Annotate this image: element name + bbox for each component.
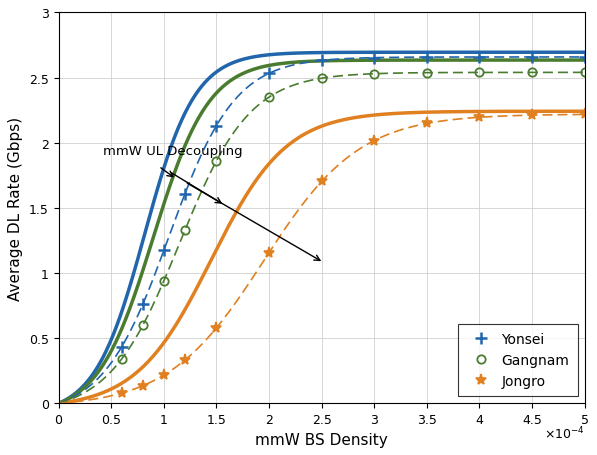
- Y-axis label: Average DL Rate (Gbps): Average DL Rate (Gbps): [8, 116, 23, 300]
- X-axis label: mmW BS Density: mmW BS Density: [256, 432, 388, 447]
- Legend: Yonsei, Gangnam, Jongro: Yonsei, Gangnam, Jongro: [458, 324, 578, 397]
- Text: $\times10^{-4}$: $\times10^{-4}$: [544, 425, 584, 441]
- Text: mmW UL Decoupling: mmW UL Decoupling: [103, 145, 242, 158]
